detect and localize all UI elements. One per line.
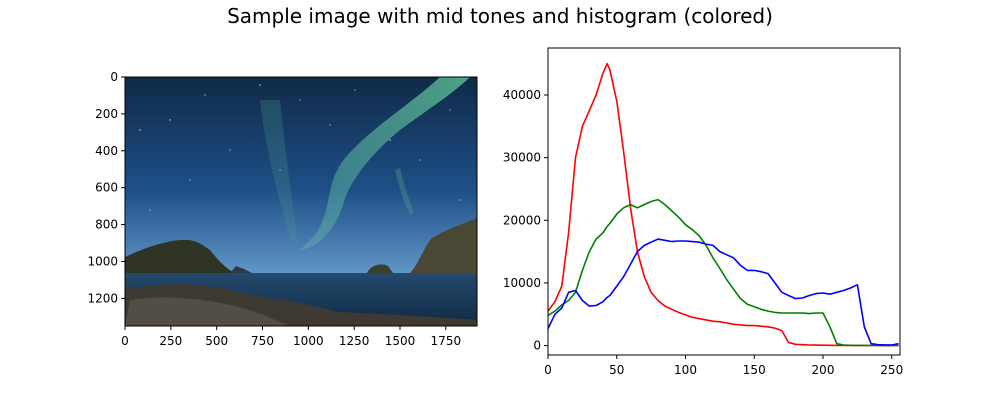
histogram-y-tick-label: 40000	[503, 88, 541, 102]
image-x-tick-label: 1500	[385, 334, 416, 348]
histogram-x-tick-label: 150	[743, 363, 766, 377]
histogram-x-tick-label: 0	[544, 363, 552, 377]
image-y-ticks: 0 200 400 600 800 1000 1200	[87, 70, 125, 305]
image-y-tick-label: 800	[95, 218, 118, 232]
image-panel: 0 250 500 750 1000 1250 1500 1750 0 200 400 600 800…	[87, 70, 478, 348]
histogram-x-tick-label: 250	[880, 363, 903, 377]
image-y-tick-label: 0	[110, 70, 118, 84]
figure-title: Sample image with mid tones and histogra…	[227, 4, 773, 28]
image-x-ticks: 0 250 500 750 1000 1250 1500 1750	[121, 326, 461, 348]
histogram-line-red	[547, 62, 899, 347]
image-y-tick-label: 200	[95, 107, 118, 121]
histogram-y-tick-label: 30000	[503, 151, 541, 165]
image-x-tick-label: 0	[121, 334, 129, 348]
histogram-y-tick-label: 20000	[503, 213, 541, 227]
image-x-tick-label: 750	[251, 334, 274, 348]
image-y-tick-label: 400	[95, 144, 118, 158]
histogram-x-tick-label: 200	[812, 363, 835, 377]
histogram-panel: 0 50 100 150 200 250 0 10000 20000 30000 40000	[503, 47, 903, 377]
image-x-tick-label: 1000	[293, 334, 324, 348]
histogram-line-blue	[547, 238, 899, 346]
image-y-tick-label: 600	[95, 181, 118, 195]
histogram-x-tick-label: 100	[674, 363, 697, 377]
aurora-photo	[125, 77, 477, 326]
image-x-tick-label: 500	[205, 334, 228, 348]
image-frame	[124, 76, 478, 327]
histogram-y-ticks: 0 10000 20000 30000 40000	[503, 88, 548, 353]
image-x-tick-label: 1750	[431, 334, 462, 348]
image-x-tick-label: 1250	[339, 334, 370, 348]
histogram-y-tick-label: 10000	[503, 276, 541, 290]
histogram-line-green	[547, 198, 899, 347]
histogram-x-ticks: 0 50 100 150 200 250	[544, 355, 903, 377]
histogram-frame	[547, 47, 901, 356]
histogram-x-tick-label: 50	[609, 363, 624, 377]
histogram-lines	[547, 62, 899, 347]
histogram-y-tick-label: 0	[533, 339, 541, 353]
image-x-tick-label: 250	[159, 334, 182, 348]
image-y-tick-label: 1000	[87, 254, 118, 268]
image-y-tick-label: 1200	[87, 291, 118, 305]
